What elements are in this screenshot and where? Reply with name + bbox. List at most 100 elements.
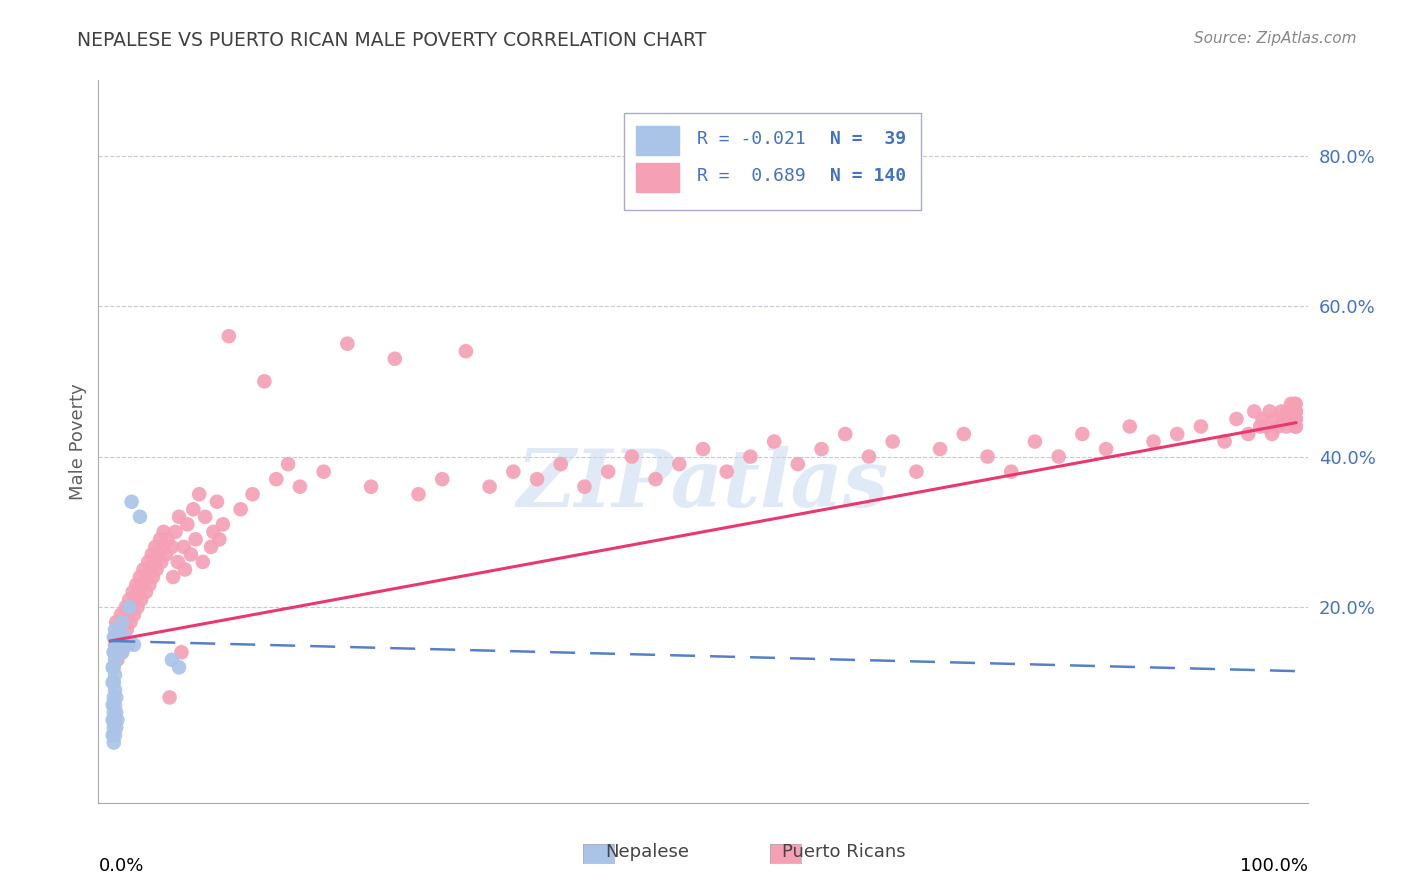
Point: [101, 675, 124, 690]
Point: [118, 592, 141, 607]
Point: [1249, 419, 1271, 434]
Point: [1243, 404, 1265, 418]
Point: [1275, 419, 1298, 434]
Point: [360, 480, 382, 494]
Bar: [637, 163, 679, 193]
Point: [108, 623, 131, 637]
Point: [117, 607, 139, 622]
Point: [1225, 412, 1247, 426]
Point: [101, 728, 124, 742]
Point: [152, 524, 174, 539]
Point: [1285, 404, 1308, 418]
Point: [104, 630, 127, 644]
Text: 0.0%: 0.0%: [98, 857, 143, 875]
Point: [180, 548, 202, 562]
Point: [1254, 419, 1277, 434]
Point: [1285, 404, 1308, 418]
Point: [1189, 419, 1212, 434]
Point: [763, 434, 786, 449]
Point: [1000, 465, 1022, 479]
Point: [110, 607, 132, 622]
Point: [1270, 404, 1292, 418]
Point: [124, 592, 146, 607]
Point: [103, 645, 125, 659]
Point: [716, 465, 738, 479]
Point: [160, 653, 183, 667]
Point: [121, 600, 143, 615]
Point: [786, 457, 808, 471]
Point: [173, 540, 195, 554]
Point: [1258, 404, 1281, 418]
Text: NEPALESE VS PUERTO RICAN MALE POVERTY CORRELATION CHART: NEPALESE VS PUERTO RICAN MALE POVERTY CO…: [77, 31, 707, 50]
Point: [103, 690, 125, 705]
Text: N = 140: N = 140: [830, 168, 905, 186]
Point: [174, 562, 197, 576]
Point: [125, 577, 148, 591]
Point: [181, 502, 204, 516]
Point: [141, 548, 163, 562]
Point: [165, 524, 187, 539]
Point: [104, 682, 127, 697]
Point: [550, 457, 572, 471]
Point: [104, 638, 127, 652]
Point: [108, 623, 131, 637]
Point: [858, 450, 880, 464]
Point: [202, 524, 225, 539]
Text: N =  39: N = 39: [830, 130, 905, 148]
Point: [104, 653, 127, 667]
Point: [146, 548, 169, 562]
Point: [384, 351, 406, 366]
Point: [150, 555, 173, 569]
Point: [1095, 442, 1118, 456]
Point: [136, 570, 159, 584]
Point: [1264, 412, 1286, 426]
Point: [454, 344, 477, 359]
Point: [1281, 404, 1303, 418]
Point: [167, 660, 190, 674]
Point: [229, 502, 252, 516]
Point: [502, 465, 524, 479]
Text: ZIPatlas: ZIPatlas: [517, 446, 889, 524]
Point: [905, 465, 928, 479]
Point: [145, 562, 167, 576]
Point: [264, 472, 287, 486]
Point: [1272, 412, 1295, 426]
Point: [176, 517, 198, 532]
Point: [103, 675, 125, 690]
Point: [167, 509, 190, 524]
Point: [200, 540, 222, 554]
Point: [1024, 434, 1046, 449]
Point: [242, 487, 264, 501]
Point: [149, 533, 172, 547]
Point: [122, 638, 145, 652]
Point: [127, 600, 149, 615]
Point: [1119, 419, 1142, 434]
Point: [692, 442, 714, 456]
Y-axis label: Male Poverty: Male Poverty: [69, 384, 87, 500]
Point: [312, 465, 335, 479]
Text: R = -0.021: R = -0.021: [697, 130, 806, 148]
Point: [104, 668, 127, 682]
Point: [1285, 412, 1308, 426]
Point: [1282, 412, 1305, 426]
Point: [277, 457, 299, 471]
Point: [117, 638, 139, 652]
Point: [1278, 412, 1301, 426]
Point: [668, 457, 690, 471]
Point: [194, 509, 217, 524]
Point: [1237, 427, 1260, 442]
Point: [184, 533, 207, 547]
Point: [104, 728, 127, 742]
Point: [208, 533, 231, 547]
Point: [129, 570, 152, 584]
Point: [114, 630, 136, 644]
Point: [834, 427, 856, 442]
Text: Source: ZipAtlas.com: Source: ZipAtlas.com: [1194, 31, 1357, 46]
Point: [1284, 397, 1306, 411]
Point: [103, 660, 125, 674]
Point: [107, 638, 129, 652]
Point: [288, 480, 311, 494]
Point: [105, 630, 128, 644]
Point: [170, 645, 193, 659]
Point: [1285, 412, 1308, 426]
